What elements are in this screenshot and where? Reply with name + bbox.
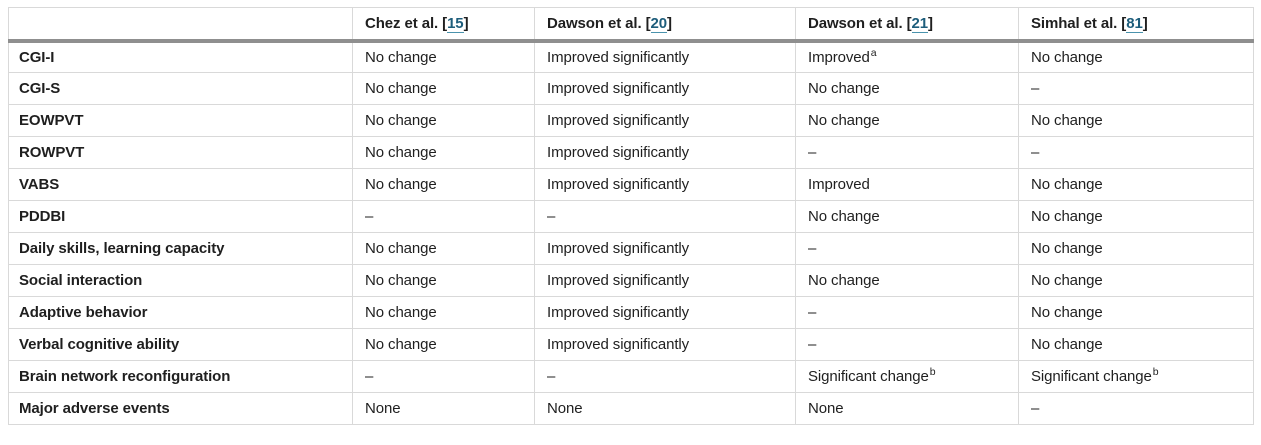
result-cell: No change: [352, 72, 535, 105]
footnote-marker: b: [1152, 366, 1159, 378]
result-cell: No change: [352, 104, 535, 137]
result-cell: Improved significantly: [534, 168, 796, 201]
row-label: VABS: [8, 168, 353, 201]
result-cell: –: [352, 200, 535, 233]
column-header: Dawson et al. [21]: [795, 7, 1019, 43]
result-cell: –: [352, 360, 535, 393]
citation-bracket: ]: [928, 14, 933, 32]
citation-bracket: ]: [667, 14, 672, 32]
table-row: EOWPVT No change Improved significantly No …: [8, 104, 1254, 137]
citation-bracket: ]: [463, 14, 469, 32]
result-cell: None: [534, 392, 796, 425]
result-cell: No change: [795, 200, 1019, 233]
citation-link[interactable]: 15: [447, 14, 464, 33]
table-row: ROWPVT No change Improved significantly – –: [8, 136, 1254, 169]
table-row: Major adverse events None None None –: [8, 392, 1254, 425]
row-label: EOWPVT: [8, 104, 353, 137]
column-header: Dawson et al. [20]: [534, 7, 796, 43]
row-label: ROWPVT: [8, 136, 353, 169]
result-cell: Improved significantly: [534, 136, 796, 169]
row-label: Daily skills, learning capacity: [8, 232, 353, 265]
result-cell: No change: [1018, 104, 1254, 137]
result-cell: Improved significantly: [534, 232, 796, 265]
table-row: Adaptive behavior No change Improved signi…: [8, 296, 1254, 329]
result-cell: –: [1018, 136, 1254, 169]
study-name: Chez et al. [: [365, 14, 448, 32]
table-row: Social interaction No change Improved sign…: [8, 264, 1254, 297]
result-cell: Significant changeb: [1018, 360, 1254, 393]
row-label: PDDBI: [8, 200, 353, 233]
result-cell: No change: [1018, 40, 1254, 73]
result-cell: No change: [795, 264, 1019, 297]
table-row: Brain network reconfiguration – – Significa…: [8, 360, 1254, 393]
result-cell: Improveda: [795, 40, 1019, 73]
result-cell: No change: [352, 232, 535, 265]
result-cell: No change: [1018, 264, 1254, 297]
study-name: Dawson et al. [: [547, 14, 651, 32]
row-label: Social interaction: [8, 264, 353, 297]
result-cell: –: [795, 328, 1019, 361]
table-row: CGI-S No change Improved significantly No c…: [8, 72, 1254, 105]
table-row: CGI-I No change Improved significantly Impr…: [8, 40, 1254, 73]
result-cell: No change: [795, 72, 1019, 105]
result-cell: No change: [352, 296, 535, 329]
result-cell: No change: [795, 104, 1019, 137]
row-label: Major adverse events: [8, 392, 353, 425]
table-row: PDDBI – – No change No change: [8, 200, 1254, 233]
result-cell: No change: [1018, 168, 1254, 201]
result-cell: No change: [1018, 328, 1254, 361]
result-cell: No change: [352, 328, 535, 361]
table-body: CGI-I No change Improved significantly Impr…: [8, 40, 1254, 425]
result-cell: Improved significantly: [534, 40, 796, 73]
result-cell: No change: [352, 264, 535, 297]
citation-bracket: ]: [1142, 14, 1148, 32]
citation-link[interactable]: 20: [650, 14, 668, 33]
result-cell: No change: [1018, 200, 1254, 233]
row-label: CGI-S: [8, 72, 353, 105]
table-row: Verbal cognitive ability No change Improve…: [8, 328, 1254, 361]
result-cell: No change: [352, 168, 535, 201]
study-name: Simhal et al. [: [1031, 14, 1127, 32]
outcomes-comparison-table: Chez et al. [15] Dawson et al. [20] Dawson…: [8, 7, 1254, 425]
result-cell: Improved significantly: [534, 296, 796, 329]
study-name: Dawson et al. [: [808, 14, 912, 32]
result-cell: Improved significantly: [534, 104, 796, 137]
result-cell: –: [795, 136, 1019, 169]
result-cell: No change: [1018, 232, 1254, 265]
result-cell: Significant changeb: [795, 360, 1019, 393]
column-header: Chez et al. [15]: [352, 7, 535, 43]
column-header: Simhal et al. [81]: [1018, 7, 1254, 43]
row-label: Adaptive behavior: [8, 296, 353, 329]
citation-link[interactable]: 81: [1126, 14, 1143, 33]
result-cell: –: [1018, 72, 1254, 105]
result-cell: No change: [352, 136, 535, 169]
footnote-marker: b: [929, 366, 936, 378]
result-cell: –: [534, 360, 796, 393]
header-row: Chez et al. [15] Dawson et al. [20] Dawson…: [8, 7, 1254, 43]
result-cell: Improved significantly: [534, 328, 796, 361]
result-cell: Improved significantly: [534, 264, 796, 297]
corner-cell: [8, 7, 353, 43]
result-cell: –: [795, 232, 1019, 265]
table-row: Daily skills, learning capacity No change…: [8, 232, 1254, 265]
citation-link[interactable]: 21: [911, 14, 929, 33]
row-label: Verbal cognitive ability: [8, 328, 353, 361]
row-label: Brain network reconfiguration: [8, 360, 353, 393]
footnote-marker: a: [870, 46, 877, 59]
table-header: Chez et al. [15] Dawson et al. [20] Dawson…: [8, 7, 1254, 43]
result-cell: Improved significantly: [534, 72, 796, 105]
result-cell: Improved: [795, 168, 1019, 201]
result-cell: None: [795, 392, 1019, 425]
result-cell: No change: [1018, 296, 1254, 329]
result-cell: –: [534, 200, 796, 233]
result-cell: No change: [352, 40, 535, 73]
result-cell: –: [1018, 392, 1254, 425]
result-cell: –: [795, 296, 1019, 329]
row-label: CGI-I: [8, 40, 353, 73]
result-cell: None: [352, 392, 535, 425]
table-row: VABS No change Improved significantly Impro…: [8, 168, 1254, 201]
